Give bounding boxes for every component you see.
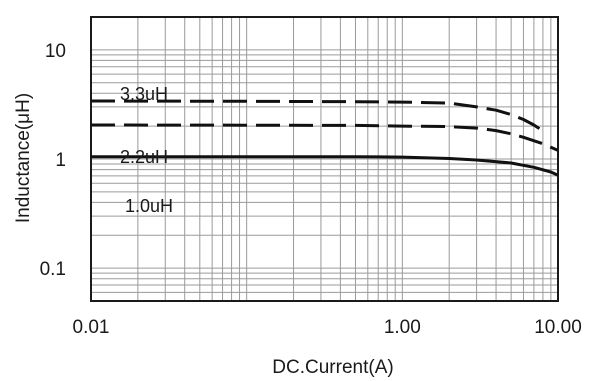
grid-lines — [91, 17, 558, 301]
y-tick-label: 10 — [45, 41, 66, 62]
series-label-1: 2.2uH — [120, 147, 168, 167]
series-line-1 — [90, 123, 559, 152]
plot-frame — [90, 16, 559, 302]
x-tick-label: 10.00 — [534, 317, 582, 338]
x-tick-label: 0.01 — [73, 317, 110, 338]
series-line-0 — [90, 99, 541, 130]
series-labels: 3.3uH 2.2uH 1.0uH — [120, 84, 173, 216]
y-tick-label: 1 — [55, 150, 66, 171]
series-lines — [90, 99, 559, 177]
y-axis-title: Inductance(μH) — [13, 93, 34, 223]
series-label-2: 1.0uH — [125, 196, 173, 216]
y-tick-label: 0.1 — [40, 259, 66, 280]
x-axis-title: DC.Current(A) — [272, 357, 393, 378]
x-tick-label: 1.00 — [384, 317, 421, 338]
series-label-0: 3.3uH — [120, 84, 168, 104]
tick-labels: 0.01 1.00 10.00 0.1 1 10 — [40, 41, 582, 338]
series-line-2 — [91, 155, 559, 177]
